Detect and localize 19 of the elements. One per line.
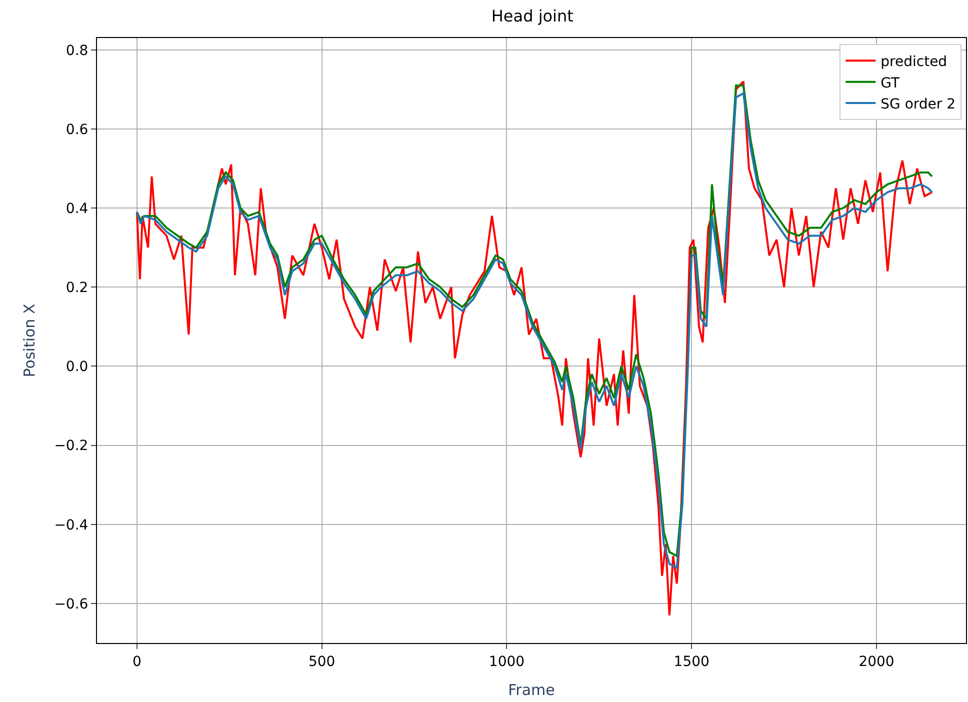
y-tick-label: −0.6 xyxy=(54,596,88,612)
x-tick-label: 0 xyxy=(132,654,142,670)
y-axis-title: Position X xyxy=(20,304,38,378)
y-tick-label: 0.2 xyxy=(66,280,88,296)
y-tick-label: −0.4 xyxy=(54,517,88,534)
y-tick-label: 0.4 xyxy=(66,200,88,217)
y-tick-label: −0.2 xyxy=(54,438,88,454)
y-tick-label: 0.0 xyxy=(66,359,88,376)
legend-label: GT xyxy=(880,75,900,92)
legend-label: SG order 2 xyxy=(880,96,956,113)
x-tick-label: 2000 xyxy=(858,654,894,670)
x-axis-title: Frame xyxy=(508,680,555,699)
chart-title: Head joint xyxy=(491,6,574,26)
x-tick-label: 1500 xyxy=(674,654,710,670)
x-tick-label: 500 xyxy=(308,654,336,670)
x-tick-label: 1000 xyxy=(488,654,525,670)
y-tick-label: 0.8 xyxy=(66,42,88,59)
legend-label: predicted xyxy=(880,54,948,70)
y-tick-label: 0.6 xyxy=(66,122,88,138)
